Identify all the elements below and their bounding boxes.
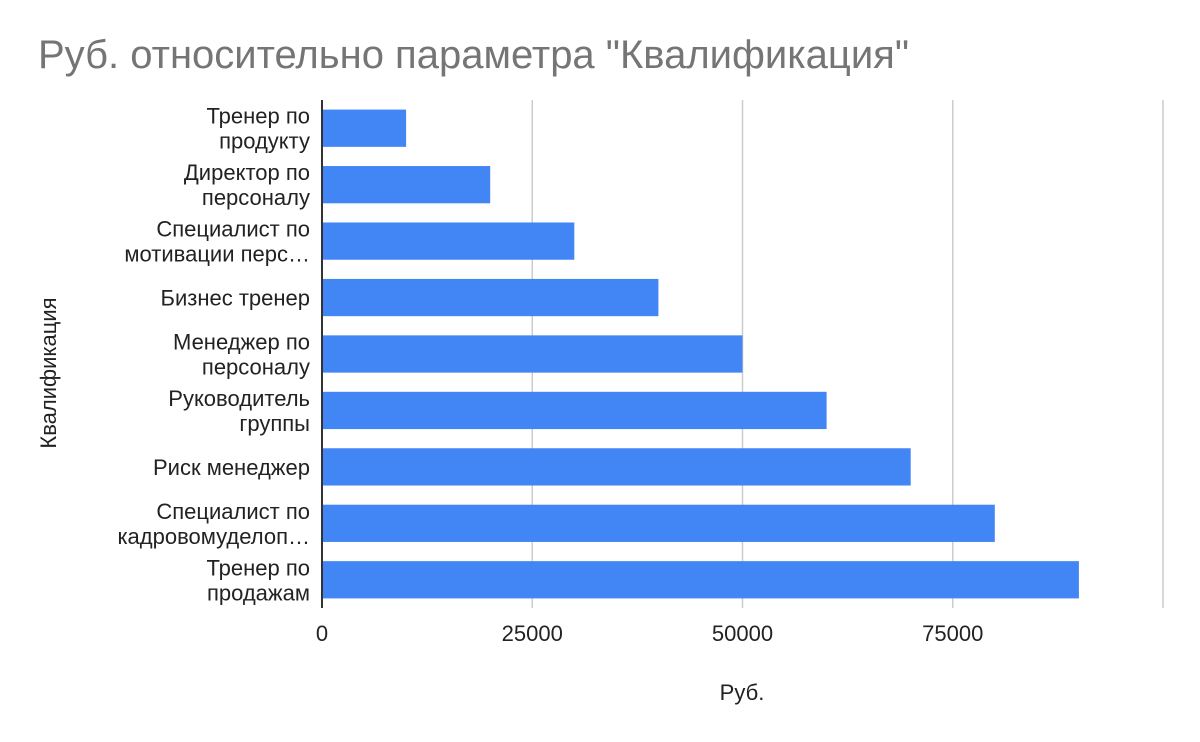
category-label: Специалист по кадровомуделоп… [117,499,310,549]
bar [322,335,743,373]
category-label: Специалист по мотивации перс… [124,217,310,267]
x-tick-label: 75000 [922,621,983,646]
y-axis-title: Квалификация [36,297,61,448]
chart-title: Руб. относительно параметра "Квалификаци… [38,33,909,77]
bar [322,448,911,486]
x-axis-title: Руб. [720,680,765,705]
category-label: Менеджер по персоналу [173,330,310,380]
bar [322,222,575,260]
bar [322,166,491,204]
category-label: Руководитель группы [168,386,310,436]
bar [322,278,659,317]
category-label: Тренер по продукту [206,104,310,154]
category-label: Риск менеджер [153,455,310,480]
category-label: Директор по персоналу [184,160,310,210]
x-tick-label: 50000 [712,621,773,646]
bar [322,561,1079,599]
x-tick-label: 0 [316,621,328,646]
category-label: Тренер по продажам [206,555,310,605]
x-tick-label: 25000 [502,621,563,646]
bar [322,391,827,430]
bars [322,109,1079,599]
x-tick-labels: 0 25000 50000 75000 [316,621,983,646]
category-label: Бизнес тренер [161,286,310,311]
category-labels: Тренер по продукту Директор по персоналу Спе… [117,104,310,606]
bar [322,109,407,147]
bar [322,504,995,542]
